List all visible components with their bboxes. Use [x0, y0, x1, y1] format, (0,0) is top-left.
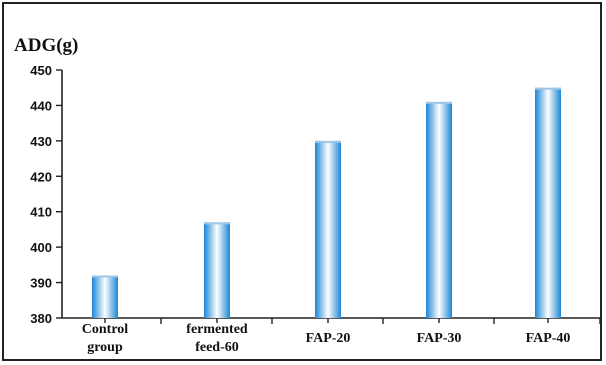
bar: [315, 140, 341, 318]
y-tick-label: 380: [30, 311, 52, 326]
x-tick-label: FAP-40: [526, 331, 571, 346]
bar: [535, 87, 561, 318]
bar-top-cap: [535, 87, 561, 90]
bar: [426, 101, 452, 318]
y-tick-label: 450: [30, 63, 52, 78]
x-tick-label: feed-60: [195, 340, 239, 355]
x-axis-ticks: Control group fermented feed-60 FAP-20 FAP-30…: [82, 318, 601, 355]
x-tick-label: FAP-30: [417, 331, 462, 346]
bar: [204, 222, 230, 318]
bar: [92, 275, 118, 318]
bar-top-cap: [92, 275, 118, 278]
bar-top-cap: [315, 140, 341, 143]
bar-top-cap: [426, 101, 452, 104]
y-tick-label: 420: [30, 169, 52, 184]
bar-top-cap: [204, 222, 230, 225]
x-tick-label: FAP-20: [306, 331, 351, 346]
x-tick-label: group: [87, 340, 123, 355]
y-tick-label: 390: [30, 276, 52, 291]
y-tick-label: 410: [30, 205, 52, 220]
y-tick-label: 440: [30, 98, 52, 113]
x-tick-label: Control: [82, 322, 129, 337]
y-tick-label: 430: [30, 134, 52, 149]
chart-title: ADG(g): [14, 35, 78, 56]
chart-frame: [2, 2, 602, 361]
x-tick-label: fermented: [186, 322, 248, 337]
bars: [92, 87, 561, 318]
y-axis-ticks: 380 390 400 410 420 430 440 450: [30, 63, 62, 326]
y-tick-label: 400: [30, 240, 52, 255]
